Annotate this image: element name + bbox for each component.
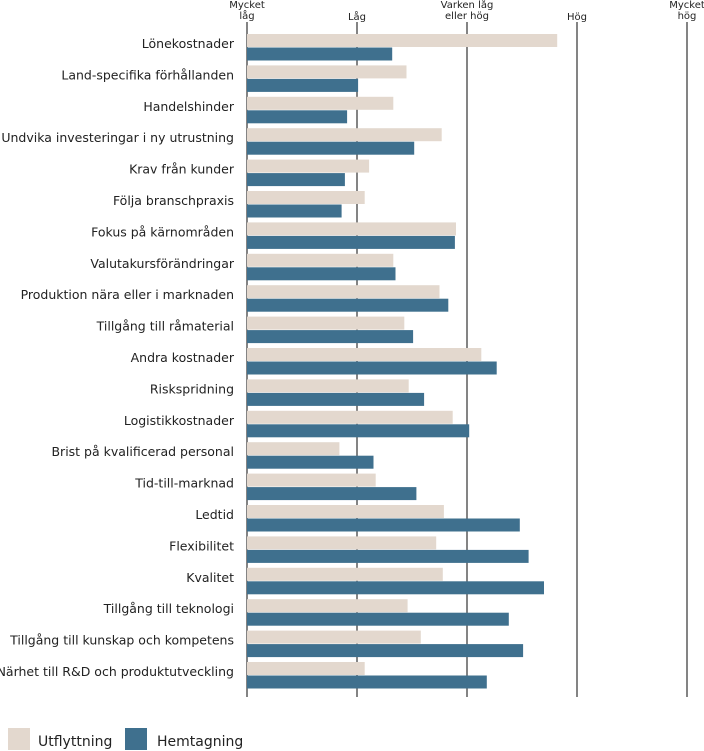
- category-label-16: Ledtid: [195, 507, 234, 522]
- bar-utflyttning-7: [247, 222, 456, 236]
- category-label-10: Tillgång till råmaterial: [96, 319, 234, 334]
- bar-hemtagning-5: [247, 173, 345, 187]
- x-tick-label-2: Låg: [348, 10, 366, 23]
- category-label-6: Följa branschpraxis: [113, 193, 234, 208]
- bar-utflyttning-17: [247, 536, 437, 550]
- bar-hemtagning-1: [247, 47, 393, 61]
- category-label-17: Flexibilitet: [169, 538, 234, 553]
- bar-utflyttning-9: [247, 285, 440, 299]
- bar-hemtagning-18: [247, 581, 544, 595]
- bars: [247, 34, 558, 689]
- x-tick-label-1: Mycket låg: [229, 0, 265, 22]
- category-labels: Lönekostnader Land-specifika förhållanden…: [0, 36, 235, 679]
- bar-hemtagning-20: [247, 644, 524, 658]
- bar-hemtagning-16: [247, 518, 520, 532]
- category-label-19: Tillgång till teknologi: [103, 601, 234, 616]
- x-tick-label-3: Varken låg eller hög: [441, 0, 494, 22]
- legend: Utflyttning Hemtagning: [8, 728, 243, 750]
- category-label-2: Land-specifika förhållanden: [61, 67, 234, 82]
- bar-utflyttning-6: [247, 191, 365, 204]
- bar-hemtagning-6: [247, 204, 342, 218]
- bar-utflyttning-19: [247, 599, 408, 613]
- category-label-13: Logistikkostnader: [124, 413, 235, 428]
- bar-hemtagning-7: [247, 235, 455, 249]
- bar-hemtagning-9: [247, 298, 449, 312]
- bar-utflyttning-18: [247, 567, 443, 581]
- x-tick-label-4: Hög: [567, 12, 587, 23]
- bar-utflyttning-10: [247, 316, 405, 330]
- bar-utflyttning-1: [247, 34, 558, 47]
- bar-utflyttning-15: [247, 473, 376, 487]
- category-label-5: Krav från kunder: [129, 162, 235, 177]
- category-label-8: Valutakursförändringar: [90, 256, 234, 271]
- category-label-4: Undvika investeringar i ny utrustning: [1, 130, 234, 145]
- category-label-7: Fokus på kärnområden: [91, 224, 234, 239]
- category-label-18: Kvalitet: [186, 570, 234, 585]
- bar-hemtagning-4: [247, 141, 415, 155]
- category-label-21: Närhet till R&D och produktutveckling: [0, 664, 234, 679]
- bar-utflyttning-14: [247, 442, 340, 456]
- category-label-1: Lönekostnader: [142, 36, 235, 51]
- bar-utflyttning-11: [247, 348, 482, 361]
- bar-hemtagning-14: [247, 455, 374, 469]
- bar-hemtagning-13: [247, 424, 470, 438]
- category-label-20: Tillgång till kunskap och kompetens: [9, 633, 234, 648]
- bar-utflyttning-4: [247, 128, 442, 142]
- bar-hemtagning-15: [247, 487, 417, 501]
- bar-hemtagning-11: [247, 361, 497, 375]
- bar-hemtagning-19: [247, 612, 509, 626]
- legend-label-hemtagning: Hemtagning: [157, 734, 243, 750]
- category-label-9: Produktion nära eller i marknaden: [21, 287, 234, 302]
- bar-hemtagning-17: [247, 549, 529, 563]
- bar-utflyttning-2: [247, 65, 407, 79]
- bar-utflyttning-8: [247, 253, 394, 267]
- bar-hemtagning-8: [247, 267, 396, 281]
- category-label-14: Brist på kvalificerad personal: [51, 444, 234, 459]
- bar-utflyttning-13: [247, 410, 453, 424]
- x-tick-labels: Mycket låg Låg Varken låg eller hög Hög Mycket…: [229, 0, 704, 23]
- category-label-11: Andra kostnader: [131, 350, 235, 365]
- bar-utflyttning-5: [247, 159, 370, 173]
- bar-utflyttning-20: [247, 630, 421, 644]
- bar-utflyttning-16: [247, 505, 444, 518]
- bar-hemtagning-3: [247, 110, 348, 124]
- bar-hemtagning-12: [247, 392, 425, 406]
- bar-utflyttning-12: [247, 379, 409, 393]
- bar-hemtagning-21: [247, 675, 487, 689]
- x-tick-label-5: Mycket hög: [669, 0, 704, 22]
- bar-utflyttning-21: [247, 662, 365, 675]
- bar-hemtagning-2: [247, 78, 359, 92]
- category-label-3: Handelshinder: [143, 99, 235, 114]
- bar-hemtagning-10: [247, 330, 414, 344]
- legend-swatch-utflyttning: [8, 728, 30, 750]
- legend-swatch-hemtagning: [125, 728, 147, 750]
- bar-utflyttning-3: [247, 96, 394, 110]
- category-label-12: Riskspridning: [150, 381, 234, 396]
- legend-label-utflyttning: Utflyttning: [38, 734, 112, 750]
- category-label-15: Tid-till-marknad: [134, 476, 234, 491]
